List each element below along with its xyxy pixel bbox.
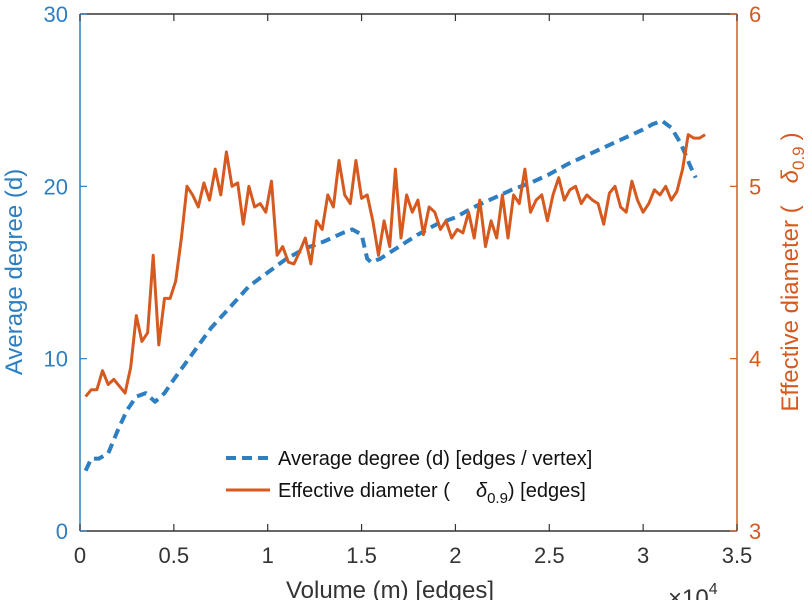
- legend-diameter-symbol: δ: [476, 480, 488, 502]
- right-tick-label: 6: [749, 2, 761, 27]
- x-tick-label: 3.5: [722, 543, 753, 568]
- x-tick-label: 1.5: [346, 543, 377, 568]
- x-tick-label: 0.5: [159, 543, 190, 568]
- x-tick-label: 1: [262, 543, 274, 568]
- left-axis-title: Average degree (d): [1, 169, 28, 375]
- right-axis-title-symbol: δ: [777, 169, 804, 183]
- effective-diameter-line: [84, 133, 706, 398]
- right-axis-title-prefix: Effective diameter (: [777, 205, 804, 411]
- legend: Average degree (d) [edges / vertex] Effe…: [226, 448, 592, 507]
- legend-degree-label: Average degree (d) [edges / vertex]: [278, 448, 592, 470]
- x-multiplier-base: ×10: [668, 585, 709, 600]
- right-tick-label: 3: [749, 519, 761, 544]
- left-tick-label: 0: [56, 519, 68, 544]
- legend-diameter-suffix: ) [edges]: [508, 480, 586, 502]
- x-axis-multiplier: ×104: [668, 581, 718, 600]
- right-tick-label: 4: [749, 347, 761, 372]
- right-axis-title-suffix: ): [777, 132, 804, 140]
- x-tick-label: 2: [449, 543, 461, 568]
- legend-diameter-sub: 0.9: [487, 490, 508, 507]
- x-multiplier-exponent: 4: [709, 581, 718, 598]
- x-axis-title: Volume (m) [edges]: [286, 577, 494, 600]
- right-axis-title: Effective diameter ( δ0.9): [777, 132, 808, 411]
- left-tick-label: 10: [44, 347, 68, 372]
- legend-diameter-prefix: Effective diameter (: [278, 480, 450, 502]
- x-tick-label: 3: [637, 543, 649, 568]
- series-layer: [83, 118, 706, 472]
- legend-diameter-label: Effective diameter ( δ0.9) [edges]: [278, 480, 586, 507]
- right-axis-title-sub: 0.9: [789, 146, 808, 170]
- average-degree-line: [83, 118, 698, 472]
- right-tick-label: 5: [749, 174, 761, 199]
- left-tick-label: 30: [44, 2, 68, 27]
- left-tick-label: 20: [44, 174, 68, 199]
- x-tick-label: 0: [74, 543, 86, 568]
- x-tick-label: 2.5: [534, 543, 565, 568]
